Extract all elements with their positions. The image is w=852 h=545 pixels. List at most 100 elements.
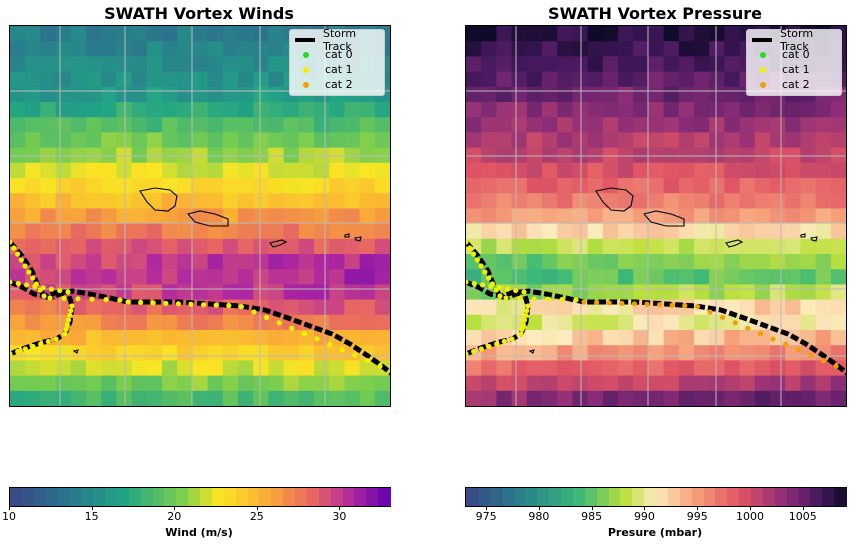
track-marker: [466, 279, 469, 285]
heatmap-cell: [207, 330, 224, 346]
heatmap-cell: [526, 41, 543, 57]
heatmap-cell: [770, 299, 786, 316]
track-marker: [69, 303, 75, 309]
heatmap-cell: [374, 178, 390, 194]
heatmap-cell: [70, 238, 87, 255]
heatmap-cell: [709, 269, 725, 285]
heatmap-cell: [374, 314, 390, 331]
heatmap-cell: [70, 375, 87, 392]
track-marker: [23, 282, 30, 288]
heatmap-cell: [101, 223, 117, 240]
heatmap-cell: [146, 56, 163, 73]
heatmap-cell: [222, 238, 239, 255]
colorbar-tick-label: 975: [475, 510, 497, 523]
heatmap-cell: [146, 178, 163, 194]
heatmap-cell: [526, 238, 543, 255]
heatmap-cell: [648, 162, 665, 179]
heatmap-cell: [238, 390, 254, 406]
colorbar-segment: [223, 488, 237, 506]
heatmap-cell: [694, 71, 710, 88]
colorbar-tick-mark: [538, 506, 540, 510]
colorbar-tick-mark: [91, 506, 93, 510]
heatmap-cell: [496, 132, 513, 149]
track-marker: [264, 314, 270, 320]
track-marker: [32, 283, 38, 289]
heatmap-cell: [101, 345, 117, 361]
heatmap-cell: [40, 132, 57, 149]
heatmap-cell: [678, 132, 695, 149]
heatmap-cell: [830, 132, 846, 149]
track-marker: [467, 245, 473, 251]
heatmap-cell: [222, 269, 239, 285]
heatmap-cell: [10, 208, 26, 225]
wind-colorbar: [9, 487, 391, 507]
track-marker: [289, 325, 295, 331]
heatmap-cell: [314, 132, 330, 149]
heatmap-cell: [116, 193, 133, 209]
heatmap-cell: [283, 238, 300, 255]
heatmap-cell: [785, 284, 801, 301]
heatmap-cell: [557, 102, 573, 118]
heatmap-cell: [298, 102, 315, 118]
heatmap-cell: [55, 102, 72, 118]
track-marker: [479, 282, 486, 288]
heatmap-cell: [222, 330, 239, 346]
colorbar-segment: [342, 488, 355, 506]
track-marker: [213, 302, 219, 308]
heatmap-cell: [587, 56, 604, 73]
heatmap-cell: [40, 254, 57, 270]
heatmap-cell: [618, 345, 634, 361]
track-marker: [466, 239, 469, 245]
heatmap-cell: [55, 178, 72, 194]
heatmap-cell: [572, 375, 589, 392]
track-marker: [521, 289, 527, 295]
heatmap-cell: [511, 56, 528, 73]
heatmap-cell: [466, 223, 482, 240]
heatmap-cell: [374, 238, 390, 255]
heatmap-cell: [830, 102, 846, 118]
track-marker: [48, 286, 55, 292]
heatmap-cell: [572, 345, 589, 361]
heatmap-cell: [25, 254, 41, 270]
heatmap-cell: [207, 86, 224, 103]
heatmap-cell: [207, 162, 224, 179]
heatmap-cell: [359, 360, 376, 377]
track-marker: [517, 295, 523, 301]
heatmap-cell: [359, 390, 376, 406]
track-marker: [694, 304, 700, 310]
track-marker: [67, 312, 73, 318]
track-marker: [38, 341, 44, 347]
heatmap-cell: [10, 132, 26, 149]
heatmap-cell: [238, 208, 254, 225]
heatmap-cell: [329, 375, 345, 392]
heatmap-cell: [116, 223, 133, 240]
colorbar-segment: [105, 488, 118, 506]
heatmap-cell: [177, 162, 193, 179]
heatmap-cell: [131, 86, 148, 103]
heatmap-cell: [268, 178, 285, 194]
heatmap-cell: [663, 26, 680, 42]
track-marker: [15, 348, 21, 355]
heatmap-cell: [177, 238, 193, 255]
colorbar-tick-mark: [486, 506, 488, 510]
heatmap-cell: [359, 314, 376, 331]
heatmap-cell: [101, 102, 117, 118]
heatmap-cell: [268, 360, 285, 377]
cat0-swatch: [760, 51, 766, 58]
heatmap-cell: [238, 102, 254, 118]
heatmap-cell: [55, 238, 72, 255]
heatmap-cell: [815, 208, 832, 225]
heatmap-cell: [709, 330, 725, 346]
heatmap-cell: [10, 56, 26, 73]
heatmap-cell: [344, 223, 361, 240]
track-marker: [519, 326, 525, 332]
heatmap-cell: [481, 390, 497, 406]
heatmap-cell: [526, 345, 543, 361]
heatmap-cell: [86, 238, 102, 255]
heatmap-cell: [542, 269, 558, 285]
heatmap-cell: [481, 117, 497, 133]
heatmap-cell: [724, 71, 741, 88]
heatmap-cell: [618, 269, 634, 285]
heatmap-cell: [131, 330, 148, 346]
heatmap-cell: [177, 117, 193, 133]
